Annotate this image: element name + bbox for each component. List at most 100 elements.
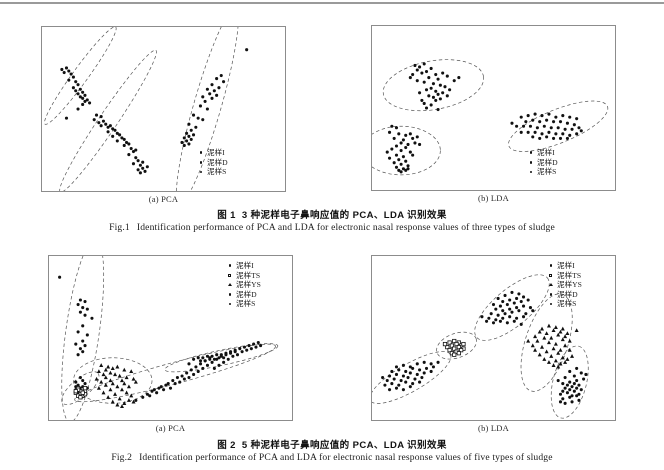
data-point-triangle [533, 347, 538, 352]
data-point-dot [429, 86, 433, 90]
data-point-dot [76, 83, 80, 87]
data-point-dot [210, 360, 214, 364]
data-point-dot [219, 353, 223, 357]
data-point-dot [445, 74, 449, 78]
figure-2-number: 图 2 [217, 440, 236, 451]
data-point-triangle [560, 337, 565, 342]
data-point-dot [498, 319, 502, 323]
data-point-dot [570, 394, 574, 398]
chart-panel-fig1-lda [371, 25, 616, 191]
data-point-dot [533, 112, 537, 116]
data-point-dot [212, 89, 216, 93]
data-point-dot [122, 137, 126, 141]
data-point-dot [205, 87, 209, 91]
data-point-triangle [129, 369, 134, 374]
data-point-dot [408, 76, 412, 80]
data-point-dot [198, 362, 203, 366]
data-point-dot [434, 73, 438, 77]
legend-item-泥样S: 泥样S [528, 167, 558, 177]
data-point-dot [556, 379, 560, 383]
data-point-dot [563, 401, 567, 405]
legend-item-泥样D: 泥样D [198, 158, 228, 168]
data-point-dot [411, 153, 415, 157]
data-point-dot [448, 88, 452, 92]
data-point-dot [570, 400, 574, 404]
data-point-dot [187, 362, 191, 366]
data-point-dot [215, 93, 219, 97]
data-point-dot [558, 120, 563, 124]
data-point-dot [101, 119, 105, 123]
data-point-triangle [574, 328, 579, 332]
series-泥样TS [442, 338, 466, 357]
legend-item-label: 泥样TS [236, 270, 261, 280]
data-point-triangle [115, 384, 120, 389]
data-point-dot [189, 137, 193, 141]
data-point-dot [420, 71, 424, 75]
data-point-dot [427, 76, 431, 80]
data-point-triangle [563, 343, 568, 348]
data-point-dot [173, 382, 177, 386]
data-point-dot [404, 133, 408, 137]
data-point-dot [187, 122, 191, 126]
data-point-dot [565, 383, 569, 387]
data-point-dot [485, 319, 489, 323]
data-point-dot [238, 347, 242, 351]
data-point-dot [568, 388, 572, 392]
series-泥样I [408, 62, 461, 112]
data-point-triangle [117, 373, 122, 378]
data-point-dot [392, 136, 396, 140]
legend-item-泥样I: 泥样I [227, 261, 261, 271]
data-point-square [449, 343, 455, 348]
data-point-dot [422, 101, 426, 105]
data-point-dot [242, 345, 246, 349]
data-point-dot [196, 356, 200, 360]
data-point-dot [390, 147, 394, 151]
data-point-dot [189, 368, 193, 372]
data-point-dot [120, 136, 124, 140]
data-point-dot [62, 70, 66, 75]
data-point-triangle [558, 329, 563, 334]
data-point-triangle [119, 387, 124, 392]
data-point-dot [570, 127, 574, 131]
data-point-triangle [567, 338, 572, 343]
data-point-dot [418, 91, 422, 95]
data-point-triangle [110, 366, 115, 370]
data-point-square [452, 346, 457, 351]
data-point-dot [394, 153, 399, 157]
data-point-triangle [537, 352, 542, 357]
data-point-dot [178, 380, 182, 384]
data-point-triangle [96, 385, 101, 390]
data-point-dot [185, 371, 189, 375]
data-point-dot [210, 354, 214, 358]
data-point-dot [138, 163, 142, 167]
data-point-dot [394, 372, 399, 377]
data-point-dot [141, 395, 145, 399]
data-point-dot [136, 168, 140, 172]
data-point-dot [404, 159, 408, 163]
legend-fig2-pca: 泥样I 泥样TS 泥样YS 泥样D 泥样S [227, 261, 261, 309]
data-point-dot [235, 353, 240, 357]
data-point-dot [568, 115, 572, 119]
data-point-dot [408, 150, 412, 154]
data-point-dot [577, 383, 581, 387]
data-point-dot [76, 92, 80, 96]
data-point-dot [524, 120, 528, 124]
cluster-ellipse-泥样D [59, 49, 157, 191]
data-point-dot [198, 359, 203, 363]
data-point-dot [563, 386, 567, 390]
data-point-dot [148, 394, 152, 398]
data-point-triangle [546, 323, 551, 328]
data-point-dot [397, 132, 401, 136]
data-point-dot [577, 392, 581, 396]
data-point-dot [187, 142, 191, 146]
data-point-dot [422, 62, 426, 66]
data-point-dot [240, 350, 244, 354]
data-point-triangle [124, 390, 129, 395]
series-泥样YS [94, 363, 138, 408]
data-point-dot [168, 386, 173, 390]
data-point-dot [404, 380, 408, 384]
legend-item-label: 泥样S [207, 167, 227, 177]
data-point-triangle [103, 382, 108, 387]
scatter-plot-fig2-pca [58, 256, 279, 420]
